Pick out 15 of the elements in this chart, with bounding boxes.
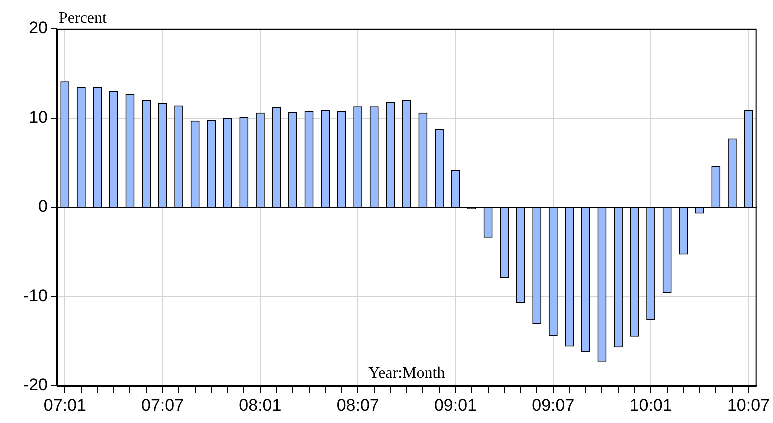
x-tick-label: 09:01 (434, 396, 478, 415)
y-tick-label: -10 (23, 286, 48, 306)
x-tick-label: 08:07 (336, 396, 380, 415)
x-tick-label: 07:07 (142, 396, 184, 415)
y-tick-label: 20 (29, 18, 48, 38)
x-axis-title: Year:Month (368, 365, 446, 382)
y-tick-label: 10 (29, 108, 48, 127)
x-tick-label: 07:01 (44, 396, 86, 415)
x-tick-label: 10:01 (630, 396, 672, 415)
y-axis-title: Percent (59, 10, 108, 28)
y-tick-label: 0 (38, 197, 48, 216)
x-tick-label: 09:07 (532, 396, 575, 415)
x-tick-label: 08:01 (239, 396, 282, 415)
x-tick-label: 10:07 (727, 396, 770, 415)
y-tick-label: -20 (23, 376, 48, 395)
